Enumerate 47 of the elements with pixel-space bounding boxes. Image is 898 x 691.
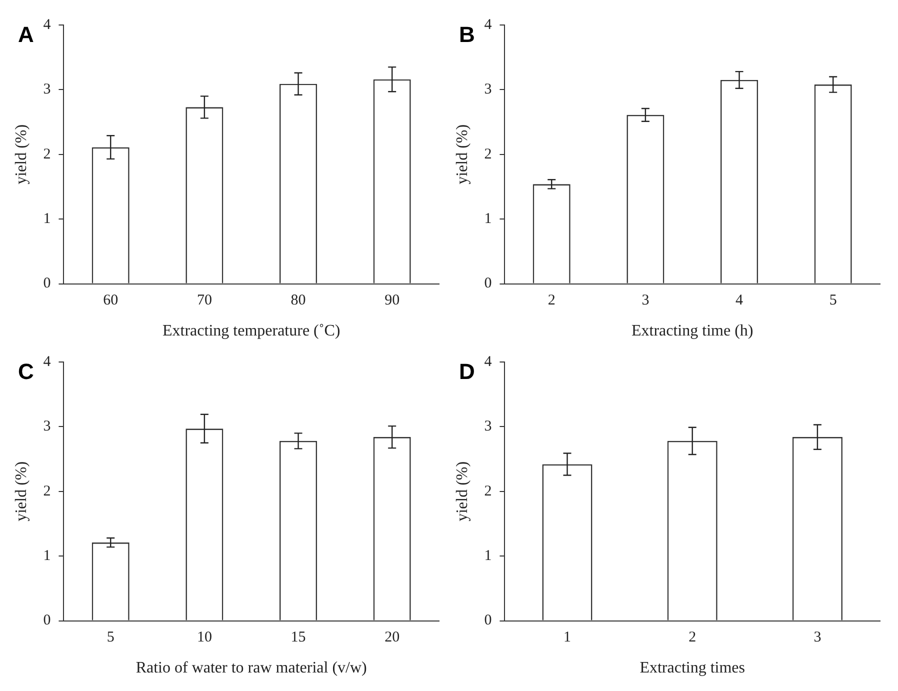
y-tick-label: 1 bbox=[43, 211, 51, 228]
y-tick-label: 4 bbox=[43, 354, 52, 370]
x-tick-label: 1 bbox=[564, 630, 571, 646]
y-tick-label: 4 bbox=[43, 16, 52, 33]
x-tick-label: 3 bbox=[642, 292, 650, 309]
x-tick-label: 5 bbox=[106, 630, 114, 646]
y-tick-label: 3 bbox=[484, 82, 492, 98]
x-tick-label: 90 bbox=[384, 292, 400, 309]
y-tick-label: 2 bbox=[484, 483, 492, 500]
x-tick-label: 3 bbox=[814, 630, 822, 646]
y-tick-label: 4 bbox=[484, 16, 492, 33]
x-axis-title: Extracting temperature (˚C) bbox=[162, 322, 340, 340]
y-tick-label: 1 bbox=[484, 211, 492, 228]
x-tick-label: 80 bbox=[290, 292, 306, 309]
y-tick-label: 2 bbox=[43, 146, 51, 162]
y-tick-label: 3 bbox=[484, 418, 492, 435]
chart-title: D bbox=[459, 359, 475, 385]
y-axis-title: yield (%) bbox=[454, 124, 471, 184]
x-axis-title: Ratio of water to raw material (v/w) bbox=[136, 660, 367, 677]
y-tick-label: 0 bbox=[484, 612, 492, 629]
y-tick-label: 2 bbox=[43, 483, 51, 500]
y-tick-label: 2 bbox=[484, 146, 492, 162]
y-tick-label: 4 bbox=[484, 354, 492, 370]
x-tick-label: 4 bbox=[736, 292, 744, 309]
y-axis-title: yield (%) bbox=[12, 124, 30, 184]
chart-title: A bbox=[18, 22, 34, 48]
y-tick-label: 0 bbox=[484, 276, 492, 292]
x-tick-label: 60 bbox=[103, 292, 118, 309]
x-tick-label: 2 bbox=[688, 630, 696, 646]
y-tick-label: 1 bbox=[484, 548, 492, 564]
x-tick-label: 2 bbox=[548, 292, 556, 309]
x-tick-label: 10 bbox=[196, 630, 212, 646]
chart-title: C bbox=[18, 359, 34, 385]
x-axis-title: Extracting time (h) bbox=[631, 322, 754, 340]
y-axis-title: yield (%) bbox=[12, 461, 30, 522]
y-tick-label: 3 bbox=[43, 82, 51, 98]
y-tick-label: 0 bbox=[43, 612, 51, 629]
x-tick-label: 5 bbox=[829, 292, 837, 309]
y-tick-label: 0 bbox=[43, 276, 51, 292]
x-tick-label: 20 bbox=[384, 630, 400, 646]
y-tick-label: 3 bbox=[43, 418, 51, 435]
y-tick-label: 1 bbox=[43, 548, 51, 564]
y-axis-title: yield (%) bbox=[454, 461, 471, 522]
x-tick-label: 70 bbox=[196, 292, 212, 309]
x-axis-title: Extracting times bbox=[640, 660, 746, 677]
chart-title: B bbox=[459, 22, 475, 48]
x-tick-label: 15 bbox=[290, 630, 306, 646]
